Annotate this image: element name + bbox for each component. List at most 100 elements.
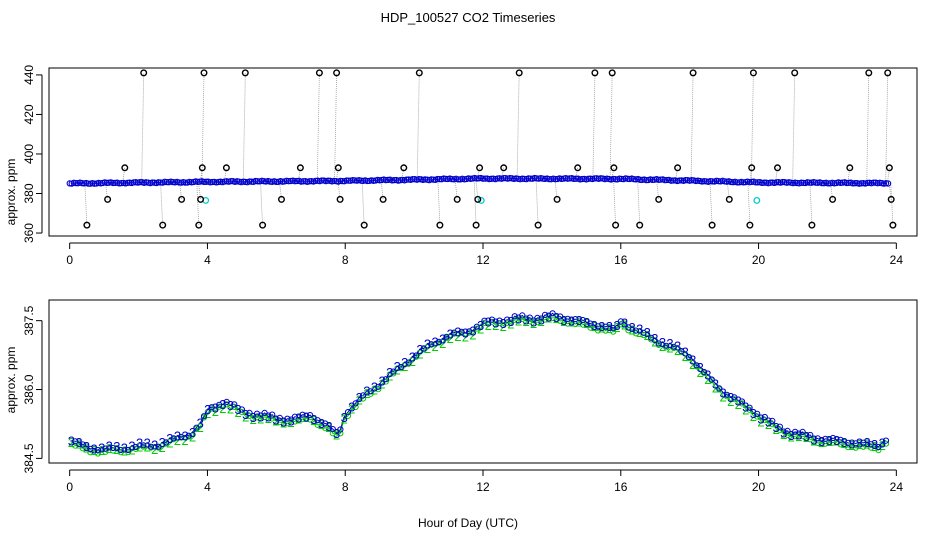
- outlier-point: [241, 69, 249, 77]
- series-3-point: [473, 323, 480, 330]
- series-3-point: [519, 312, 526, 319]
- co2-point: [300, 178, 307, 185]
- series-3-point: [140, 442, 147, 449]
- series-3-marker: 3: [447, 326, 454, 341]
- series-3-point: [625, 324, 632, 331]
- series-3-marker: 3: [295, 411, 302, 426]
- series-2-marker: 2: [98, 443, 105, 458]
- series-3-marker: 3: [378, 373, 385, 388]
- series-2-point: [625, 327, 632, 334]
- series-3-marker: 3: [871, 437, 878, 452]
- co2-point: [85, 180, 92, 187]
- co2-point: [657, 176, 664, 183]
- series-3-marker: 3: [219, 397, 226, 412]
- series-3-point: [238, 406, 245, 413]
- x-tick-label: 8: [342, 480, 349, 494]
- outlier-point: [159, 221, 167, 229]
- outlier-line: [475, 178, 479, 200]
- co2-point: [858, 180, 865, 187]
- series-2-marker: 2: [628, 323, 635, 338]
- series-3-marker: 3: [810, 433, 817, 448]
- series-2-point: [526, 318, 533, 325]
- co2-point: [409, 176, 416, 183]
- series-2-marker: 2: [803, 430, 810, 445]
- series-3-marker: 3: [666, 336, 673, 351]
- series-2-marker: 2: [477, 322, 484, 337]
- outlier-line: [84, 183, 88, 226]
- outlier-point: [104, 195, 112, 203]
- series-2-point: [511, 316, 518, 323]
- series-3-marker: 3: [583, 315, 590, 330]
- outlier-line: [885, 72, 889, 184]
- series-3-marker: 3: [166, 431, 173, 446]
- series-2-marker: 2: [113, 442, 120, 457]
- series-2-point: [867, 444, 874, 451]
- bottom-x-axis: 0 4 8 12 16 20 24: [66, 469, 904, 494]
- series-3-point: [117, 446, 124, 454]
- y-tick-label: 387.5: [22, 305, 36, 335]
- outlier-point: [453, 195, 461, 203]
- outlier-line: [516, 72, 520, 179]
- outlier-point: [178, 195, 186, 203]
- series-2-point: [375, 386, 382, 393]
- series-3-point: [291, 413, 298, 420]
- series-3-marker: 3: [848, 437, 855, 452]
- series-3-marker: 3: [68, 434, 75, 449]
- bottom-plot-frame: [48, 299, 918, 464]
- outlier-point: [608, 69, 616, 77]
- series-3-point: [610, 325, 617, 332]
- co2-point: [734, 179, 741, 186]
- series-3-point: [557, 313, 564, 320]
- series-2-point: [776, 427, 784, 434]
- series-3-point: [541, 311, 549, 318]
- co2-point: [428, 176, 435, 183]
- series-2-marker: 2: [682, 349, 689, 364]
- series-2-marker: 2: [295, 412, 302, 427]
- co2-point: [324, 177, 332, 184]
- series-3-marker: 3: [416, 342, 423, 357]
- outlier-point: [200, 69, 208, 77]
- outlier-point: [655, 195, 663, 203]
- co2-point: [343, 177, 350, 184]
- co2-point: [293, 177, 301, 185]
- series-3-point: [360, 392, 367, 399]
- co2-point: [591, 175, 598, 182]
- series-2-point: [731, 396, 738, 403]
- series-2-marker: 2: [227, 402, 234, 417]
- series-3-marker: 3: [682, 345, 689, 360]
- outlier-point: [334, 164, 342, 172]
- series-2-point: [94, 450, 102, 457]
- series-3-marker: 3: [568, 314, 575, 329]
- co2-point: [851, 180, 859, 187]
- series-2-point: [261, 413, 268, 420]
- series-3-point: [716, 385, 723, 392]
- co2-point: [682, 177, 689, 184]
- series-3-marker: 3: [644, 325, 651, 340]
- series-3-point: [845, 439, 852, 446]
- bottom-y-axis-label: approx. ppm: [4, 347, 18, 414]
- y-tick-label: 360: [22, 223, 36, 243]
- series-2-marker: 2: [507, 316, 514, 331]
- series-2-marker: 2: [780, 427, 787, 442]
- series-3-marker: 3: [272, 413, 279, 428]
- series-2-marker: 2: [386, 369, 393, 384]
- series-3-marker: 3: [363, 384, 370, 399]
- series-3-point: [792, 428, 799, 435]
- series-2-marker: 2: [750, 409, 757, 424]
- series-3-marker: 3: [469, 323, 476, 338]
- co2-point: [864, 179, 871, 187]
- series-2-marker: 2: [401, 359, 408, 374]
- series-2-point: [110, 447, 117, 454]
- co2-point: [442, 175, 449, 183]
- x-tick-label: 24: [890, 480, 904, 494]
- co2-point: [709, 178, 716, 185]
- co2-point: [643, 176, 650, 184]
- outlier-point: [259, 221, 267, 229]
- series-2-point: [102, 448, 109, 455]
- series-3-point: [822, 435, 829, 442]
- series-2-point: [579, 321, 587, 328]
- series-2-marker: 2: [659, 339, 666, 354]
- series-3-point: [307, 412, 314, 419]
- co2-point: [715, 178, 722, 185]
- series-3-point: [731, 394, 738, 401]
